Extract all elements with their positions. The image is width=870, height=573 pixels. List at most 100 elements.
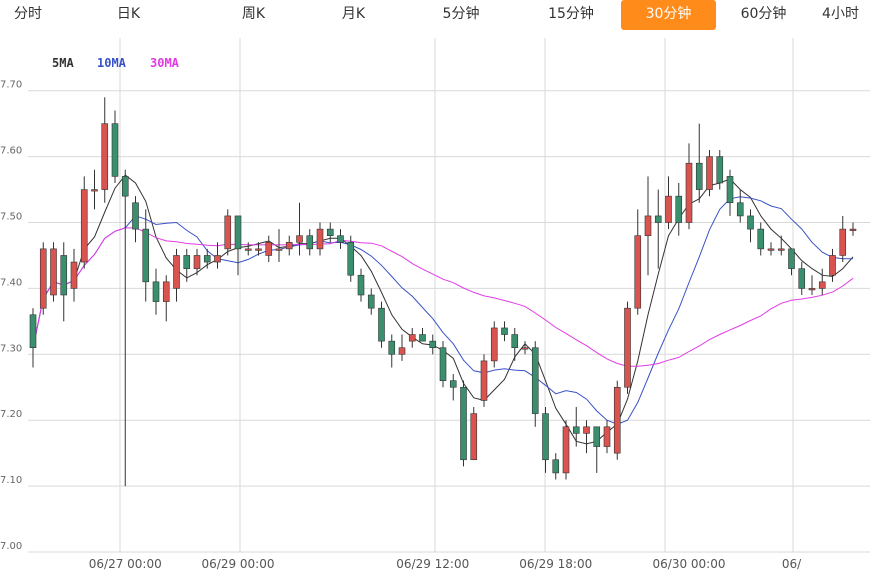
candle (326, 222, 334, 243)
candle-body (408, 334, 416, 342)
candle-body (716, 156, 724, 184)
tab-5[interactable]: 15分钟 (548, 6, 594, 22)
candle-body (726, 176, 734, 204)
candlestick-chart: 7.00 7.10 7.20 7.30 7.40 7.50 7.60 7.70 06/27 0… (0, 38, 870, 571)
candle (439, 341, 447, 388)
candle-body (511, 334, 519, 349)
candle (603, 420, 611, 454)
candle-body (439, 347, 447, 381)
candle-body (501, 327, 508, 335)
candle (316, 222, 324, 256)
candle (613, 380, 621, 460)
candle-body (695, 162, 703, 190)
candle-body (531, 347, 539, 414)
x-tick-label: 06/29 18:00 (519, 557, 592, 571)
candle-body (849, 228, 857, 231)
candle-body (542, 413, 549, 461)
candle-body (552, 459, 560, 474)
tab-1[interactable]: 日K (116, 6, 141, 22)
candle (747, 209, 754, 243)
candle-body (449, 380, 457, 388)
candle-body (39, 248, 47, 309)
candle (788, 248, 795, 276)
candle-body (808, 288, 816, 291)
candle-body (285, 241, 293, 250)
candle (583, 420, 590, 454)
candle-body (326, 228, 334, 236)
candle-body (60, 255, 68, 296)
candle-body (736, 202, 744, 217)
candle-body (173, 255, 180, 289)
candle-body (91, 189, 98, 192)
candle (203, 248, 211, 269)
candle (244, 242, 252, 256)
ma10-line (32, 196, 853, 425)
candle-body (829, 255, 836, 276)
y-tick-label: 7.50 (0, 212, 22, 223)
candle (101, 97, 109, 203)
candle-body (788, 248, 795, 269)
candle-body (798, 268, 806, 289)
candle (142, 209, 150, 302)
candle (91, 169, 98, 210)
candle (255, 242, 262, 256)
tab-0[interactable]: 分时 (14, 6, 42, 22)
candle-body (316, 228, 324, 250)
candle (552, 453, 560, 480)
candle (152, 268, 160, 315)
candle (675, 182, 683, 236)
candle-body (265, 241, 273, 256)
y-tick-label: 7.60 (0, 146, 22, 157)
candle (757, 222, 765, 256)
candle (490, 321, 498, 368)
candle-body (152, 281, 160, 302)
candle (777, 235, 785, 256)
candle-body (818, 281, 826, 289)
candle-body (429, 340, 437, 349)
candle (531, 341, 539, 427)
y-axis-ticks: 7.00 7.10 7.20 7.30 7.40 7.50 7.60 7.70 (0, 80, 22, 552)
tab-6[interactable]: 30分钟 (621, 0, 716, 30)
candle-body (460, 386, 467, 461)
candle-body (624, 307, 631, 388)
candle (296, 202, 303, 256)
candle-body (132, 202, 139, 230)
candle (214, 242, 221, 269)
candle (285, 235, 293, 256)
candle (798, 262, 806, 295)
tab-3[interactable]: 月K (341, 6, 366, 22)
candle-body (234, 215, 242, 250)
legend: 5MA 10MA 30MA (52, 56, 180, 70)
legend-10ma: 10MA (97, 56, 127, 70)
candle (736, 189, 744, 223)
candle-body (419, 334, 426, 342)
candle (60, 242, 68, 322)
candle-body (80, 189, 88, 263)
candle-body (121, 176, 129, 197)
candle-body (244, 248, 252, 251)
candle-body (70, 261, 78, 289)
candle-body (162, 281, 170, 302)
tab-7[interactable]: 60分钟 (740, 6, 787, 22)
x-tick-label: 06/27 00:00 (89, 557, 162, 571)
candle (306, 229, 314, 256)
candle (275, 229, 283, 263)
candle (726, 169, 734, 216)
tab-4[interactable]: 5分钟 (442, 6, 480, 22)
candle (388, 334, 396, 368)
candle (132, 196, 139, 243)
y-tick-label: 7.10 (0, 475, 22, 486)
candle (624, 301, 631, 394)
candle (234, 215, 242, 276)
candle (419, 327, 426, 342)
y-tick-label: 7.40 (0, 277, 22, 288)
y-tick-label: 7.70 (0, 80, 22, 91)
candle (429, 334, 437, 355)
candle-body (203, 255, 211, 263)
candle (685, 143, 693, 230)
candle-body (675, 195, 683, 223)
candle (449, 374, 457, 401)
tab-8[interactable]: 4小时 (822, 6, 859, 22)
tab-2[interactable]: 周K (241, 6, 266, 22)
candle-body (767, 248, 775, 251)
